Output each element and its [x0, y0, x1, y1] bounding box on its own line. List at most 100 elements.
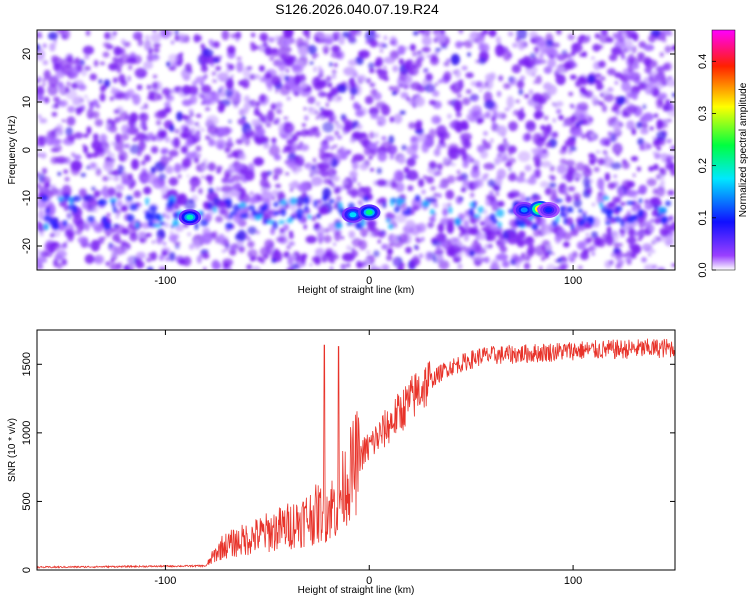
heatmap-cell — [41, 78, 47, 82]
heatmap-cell — [376, 179, 387, 187]
heatmap-cell — [662, 38, 667, 43]
heatmap-cell — [84, 94, 88, 99]
heatmap-cell — [400, 91, 409, 99]
heatmap-band-cell — [563, 217, 568, 225]
heatmap-cell — [219, 91, 226, 98]
heatmap-cell — [466, 112, 478, 122]
heatmap-cell — [227, 153, 233, 158]
heatmap-cell — [325, 37, 334, 45]
colorbar-label: Normalized spectral amplitude — [738, 82, 749, 217]
heatmap-cell — [597, 177, 605, 190]
heatmap-cell — [256, 195, 261, 201]
heatmap-cell — [527, 176, 537, 185]
heatmap-cell — [555, 74, 566, 86]
heatmap-cell — [406, 145, 418, 156]
heatmap-cell — [128, 56, 137, 64]
heatmap-cell — [650, 218, 655, 223]
colorbar-tick-label: 0.4 — [697, 54, 709, 69]
heatmap-cell — [145, 173, 158, 184]
heatmap-cell — [426, 176, 435, 184]
snr-y-ticks: 0 500 1000 1500 — [21, 352, 675, 573]
heatmap-cell — [299, 82, 308, 90]
heatmap-cell — [461, 151, 468, 161]
heatmap-cell — [333, 242, 336, 246]
heatmap-cell — [109, 96, 114, 102]
heatmap-cell — [471, 105, 482, 115]
heatmap-cell — [303, 224, 307, 230]
heatmap-cell — [355, 56, 364, 65]
heatmap-cell — [135, 251, 146, 260]
heatmap-cell — [657, 236, 661, 242]
heatmap-cell — [503, 141, 510, 148]
heatmap-cell — [194, 122, 200, 126]
heatmap-cell — [141, 168, 147, 173]
heatmap-cell — [492, 121, 496, 127]
heatmap-cell — [469, 250, 475, 257]
heatmap-cell — [659, 175, 665, 180]
heatmap-cell — [576, 103, 582, 110]
heatmap-cell — [436, 245, 441, 252]
heatmap-cell — [229, 245, 236, 250]
heatmap-cell — [78, 188, 87, 198]
heatmap-cell — [87, 197, 98, 210]
heatmap-cell — [608, 231, 612, 237]
heatmap-cell — [94, 257, 101, 263]
heatmap-band-cell — [390, 198, 395, 207]
heatmap-cell — [348, 230, 356, 239]
heatmap-cell — [532, 147, 545, 158]
heatmap-cell — [198, 187, 203, 195]
heatmap-cell — [365, 259, 370, 264]
heatmap-cell — [585, 232, 590, 237]
heatmap-cell — [620, 202, 626, 206]
heatmap-cell — [186, 119, 195, 126]
heatmap-cell — [147, 132, 155, 139]
heatmap-cell — [166, 109, 171, 114]
heatmap-cell — [218, 233, 225, 245]
heatmap-band-cell — [638, 198, 643, 204]
heatmap-cell — [535, 36, 545, 47]
heatmap-cell — [365, 78, 372, 84]
heatmap-cell — [341, 179, 349, 186]
heatmap-cell — [602, 150, 608, 155]
heatmap-band-cell — [69, 196, 74, 205]
heatmap-cell — [92, 133, 99, 140]
heatmap-cell — [212, 41, 220, 49]
heatmap-cell — [545, 141, 552, 148]
heatmap-cell — [640, 127, 649, 135]
heatmap-cell — [411, 51, 418, 57]
heatmap-cell — [188, 243, 195, 250]
heatmap-cell — [482, 141, 492, 150]
heatmap-cell — [626, 189, 638, 197]
heatmap-cell — [267, 37, 275, 43]
heatmap-cell — [649, 126, 654, 131]
heatmap-cell — [311, 176, 323, 186]
heatmap-cell — [273, 120, 279, 125]
heatmap-cell — [586, 236, 594, 243]
heatmap-cell — [458, 30, 464, 34]
heatmap-cell — [369, 82, 376, 88]
heatmap-cell — [235, 31, 242, 40]
heatmap-band-cell — [45, 208, 51, 214]
heatmap-band-cell — [615, 205, 623, 212]
heatmap-cell — [506, 95, 515, 109]
heatmap-cell — [440, 44, 448, 49]
heatmap-cell — [538, 53, 544, 60]
heatmap-cell — [499, 245, 508, 253]
heatmap-band-cell — [172, 222, 180, 227]
heatmap-cell — [323, 235, 332, 243]
heatmap-cell — [303, 107, 307, 111]
heatmap-cell — [537, 97, 543, 104]
heatmap-cell — [269, 56, 274, 61]
heatmap-cell — [556, 30, 562, 35]
heatmap-cell — [241, 78, 250, 88]
heatmap-cell — [225, 246, 229, 252]
heatmap-cell — [145, 42, 151, 51]
heatmap-cell — [609, 260, 614, 265]
heatmap-cell — [442, 208, 448, 217]
heatmap-cell — [290, 180, 300, 189]
heatmap-band-cell — [582, 213, 587, 218]
heatmap-cell — [603, 140, 610, 146]
heatmap-cell — [568, 91, 574, 97]
heatmap-band-cell — [578, 208, 583, 214]
heatmap-cell — [556, 257, 563, 263]
